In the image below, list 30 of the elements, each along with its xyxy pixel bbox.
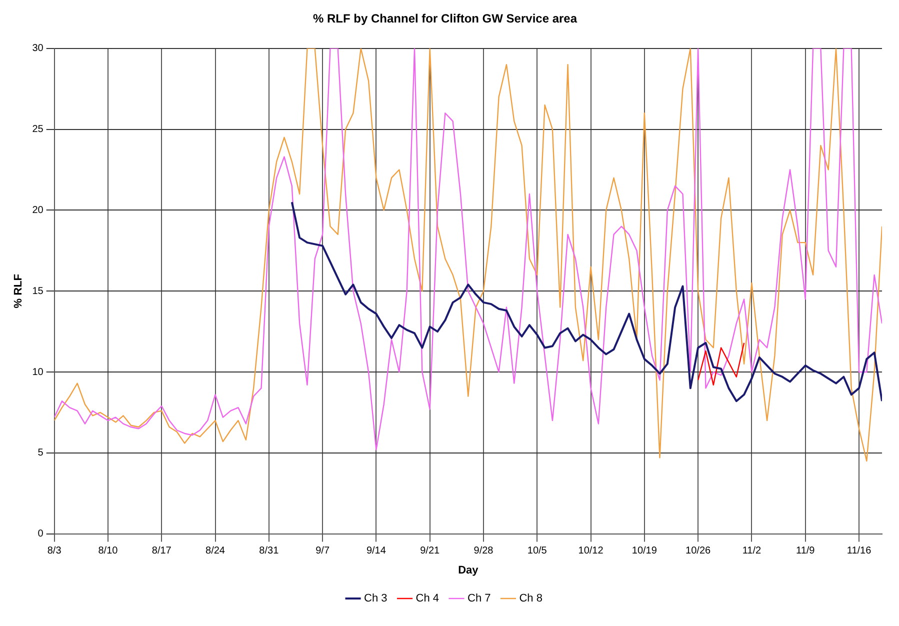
legend-label: Ch 3 (364, 592, 388, 605)
x-tick-label: 10/19 (632, 546, 658, 557)
y-tick-label: 25 (32, 124, 44, 136)
y-tick-label: 20 (32, 204, 44, 216)
y-tick-label: 30 (32, 43, 44, 54)
y-tick-label: 5 (38, 448, 44, 459)
x-tick-label: 9/7 (316, 546, 330, 557)
x-tick-label: 11/2 (742, 546, 762, 557)
x-tick-label: 10/5 (527, 546, 548, 557)
legend-label: Ch 8 (519, 592, 542, 605)
x-tick-label: 9/21 (420, 546, 440, 557)
x-tick-label: 11/9 (796, 546, 816, 557)
x-tick-label: 9/14 (366, 546, 386, 557)
x-tick-label: 9/28 (474, 546, 494, 557)
x-tick-label: 8/10 (98, 546, 118, 557)
y-tick-label: 10 (32, 366, 44, 378)
y-tick-label: 15 (32, 286, 44, 297)
legend-label: Ch 4 (416, 592, 440, 605)
x-tick-label: 8/17 (152, 546, 172, 557)
x-axis-title: Day (458, 564, 480, 576)
x-tick-label: 11/16 (846, 546, 872, 557)
x-tick-label: 10/26 (686, 546, 712, 557)
x-tick-label: 8/24 (206, 546, 226, 557)
x-tick-label: 8/3 (47, 546, 62, 557)
x-tick-label: 10/12 (578, 546, 604, 557)
y-tick-label: 0 (38, 528, 44, 540)
chart-title: % RLF by Channel for Clifton GW Service area (312, 12, 578, 26)
x-tick-label: 8/31 (259, 546, 280, 557)
legend-label: Ch 7 (468, 592, 491, 605)
y-axis-title: % RLF (12, 274, 25, 308)
